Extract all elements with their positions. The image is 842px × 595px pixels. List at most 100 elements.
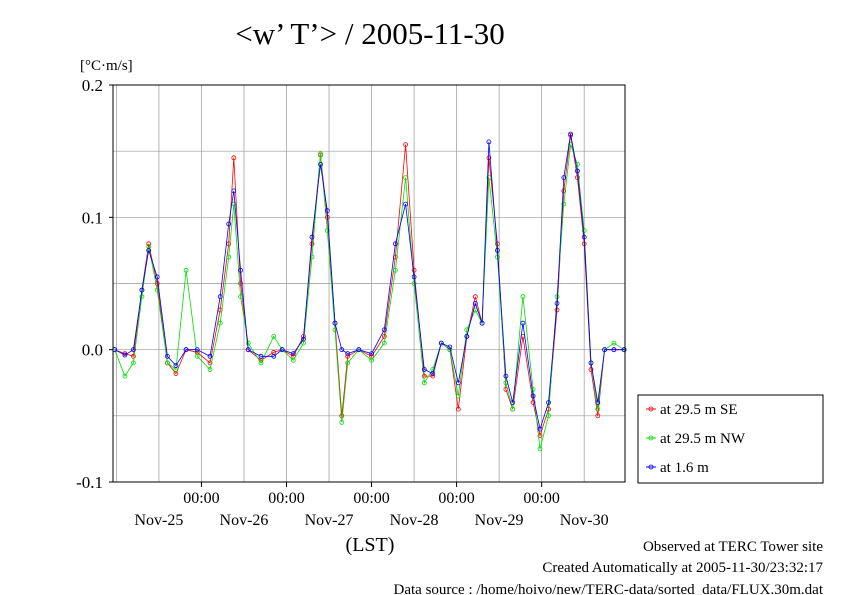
series-point: [130, 347, 136, 353]
series-point: [546, 413, 551, 419]
series-point: [421, 373, 427, 379]
series-point: [403, 201, 409, 207]
series-point: [546, 400, 551, 406]
x-tick-time-label: 00:00: [268, 490, 304, 507]
series-point: [207, 360, 213, 366]
series-point: [369, 351, 375, 357]
series-point: [421, 380, 427, 386]
series-point: [290, 357, 296, 363]
x-tick-time-label: 00:00: [523, 490, 559, 507]
series-point: [575, 161, 580, 167]
x-day-label: Nov-25: [134, 512, 183, 529]
series-point: [238, 281, 244, 286]
legend-swatch-marker: [648, 464, 654, 470]
series-point: [486, 139, 492, 145]
series-point: [595, 413, 601, 419]
series-point: [561, 201, 567, 207]
series-point: [238, 267, 244, 273]
series-point: [194, 353, 200, 359]
series-point: [324, 208, 330, 214]
series-line: [114, 133, 625, 431]
series-point: [122, 352, 128, 358]
series-point: [403, 175, 409, 181]
series-point: [258, 360, 264, 366]
footer-observed: Observed at TERC Tower site: [643, 539, 823, 555]
series-point: [231, 155, 237, 161]
series-point: [271, 333, 277, 339]
series-point: [447, 344, 453, 350]
series-point: [238, 294, 244, 300]
series-point: [530, 400, 536, 406]
series-point: [226, 254, 232, 260]
series-point: [602, 347, 607, 353]
series-point: [146, 247, 152, 253]
series-point: [595, 400, 601, 406]
series-point: [486, 155, 492, 161]
footer-data-source: Data source : /home/hoivo/new/TERC-data/…: [394, 582, 824, 595]
series-point: [154, 274, 160, 280]
series-point: [472, 294, 478, 300]
series-point: [245, 347, 251, 353]
series-point: [411, 274, 417, 280]
series-point: [309, 234, 315, 240]
series-point: [301, 336, 306, 342]
footer-created: Created Automatically at 2005-11-30/23:3…: [542, 560, 823, 576]
x-tick-time-label: 00:00: [438, 490, 474, 507]
series-point: [479, 320, 485, 326]
series-point: [537, 433, 543, 439]
series-point: [154, 281, 160, 286]
series-point: [345, 353, 351, 359]
series-point: [510, 406, 516, 412]
legend-label: at 1.6 m: [660, 460, 709, 476]
series-point: [339, 419, 345, 425]
series-point: [503, 373, 509, 379]
series-point: [537, 446, 543, 452]
series-point: [530, 393, 536, 399]
series-point: [575, 168, 580, 174]
series-point: [164, 353, 170, 359]
series-point: [568, 131, 573, 137]
series-point: [494, 247, 500, 253]
series-point: [430, 371, 436, 376]
series-point: [194, 347, 200, 353]
series-point: [455, 380, 461, 386]
series-line: [114, 144, 625, 449]
series-point: [530, 386, 536, 392]
legend-label: at 29.5 m SE: [660, 402, 738, 418]
x-day-label: Nov-27: [305, 512, 354, 529]
series-point: [486, 175, 492, 181]
plot-frame: [112, 84, 626, 483]
x-day-label: Nov-29: [475, 512, 524, 529]
legend-swatch-marker: [648, 406, 654, 412]
series-point: [345, 360, 351, 366]
series-point: [575, 175, 580, 181]
series-point: [421, 367, 427, 372]
x-day-label: Nov-26: [220, 512, 269, 529]
series-point: [581, 228, 587, 234]
x-day-label: Nov-30: [560, 512, 609, 529]
series-point: [290, 351, 296, 357]
series-point: [581, 234, 587, 240]
series-point: [411, 281, 417, 286]
series-point: [217, 320, 223, 326]
series-point: [258, 353, 264, 359]
y-tick-label: 0.0: [82, 341, 103, 360]
series-point: [318, 151, 323, 157]
x-tick-time-label: 00:00: [353, 490, 389, 507]
series-3: [112, 131, 627, 432]
series-point: [520, 320, 526, 326]
series-point: [561, 188, 567, 194]
series-point: [231, 188, 237, 194]
series-point: [595, 406, 601, 412]
y-tick-label: 0.1: [82, 208, 103, 227]
series-point: [392, 241, 398, 247]
series-point: [381, 333, 387, 339]
series-point: [611, 340, 617, 346]
grid-lines: [113, 85, 625, 482]
series-point: [455, 406, 461, 412]
series-point: [588, 360, 594, 366]
series-point: [438, 340, 444, 346]
series-point: [217, 294, 223, 300]
